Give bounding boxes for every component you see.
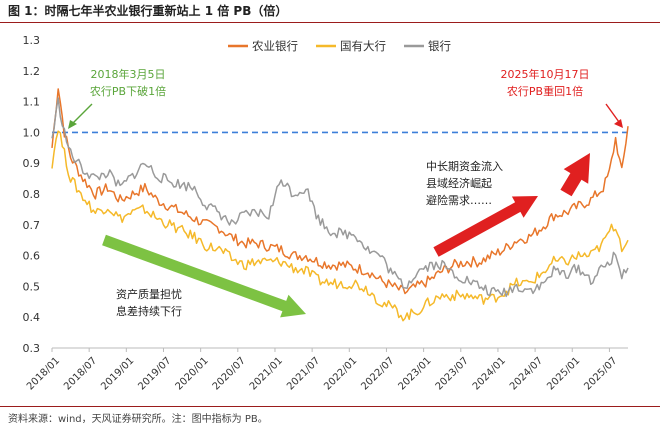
annotation-text-4: 息差持续下行 bbox=[116, 304, 182, 318]
annotation-text-2: 农行PB重回1倍 bbox=[507, 84, 583, 98]
legend-label-2: 国有大行 bbox=[340, 39, 386, 53]
x-tick-label: 2020/01 bbox=[174, 355, 211, 392]
trend-arrow-up-1 bbox=[433, 196, 538, 257]
pb-line-chart: 0.3 0.4 0.5 0.6 0.7 0.8 0.9 1.0 1.1 1.2 1.3 2018/0… bbox=[23, 34, 629, 392]
x-tick-label: 2021/07 bbox=[285, 355, 322, 392]
series-line-1 bbox=[51, 88, 629, 295]
annotation-text-1: 2018年3月5日 bbox=[91, 67, 166, 81]
x-tick-label: 2021/01 bbox=[248, 355, 285, 392]
annotation-text-1: 农行PB下破1倍 bbox=[90, 84, 166, 98]
x-tick-label: 2018/01 bbox=[25, 355, 62, 392]
y-tick-label: 0.3 bbox=[23, 342, 41, 355]
y-tick-label: 1.3 bbox=[23, 34, 41, 47]
pointer-arrow-head-2025 bbox=[614, 119, 623, 128]
pointer-arrow-2025 bbox=[605, 103, 620, 123]
y-tick-label: 0.9 bbox=[23, 157, 41, 170]
y-tick-layer: 0.3 0.4 0.5 0.6 0.7 0.8 0.9 1.0 1.1 1.2 1.3 bbox=[23, 34, 41, 355]
y-tick-label: 0.4 bbox=[23, 311, 41, 324]
annotation-text-3: 中长期资金流入 bbox=[426, 159, 503, 173]
trend-arrow-down bbox=[102, 234, 306, 318]
annotation-text-4: 资产质量担忧 bbox=[116, 287, 182, 301]
annotation-text-3: 避险需求…… bbox=[426, 193, 492, 207]
x-tick-label: 2023/07 bbox=[434, 355, 471, 392]
legend-label-3: 银行 bbox=[428, 39, 451, 53]
x-tick-layer: 2018/01 2018/07 2019/01 2019/07 2020/01 2020/… bbox=[25, 347, 628, 392]
x-tick-label: 2022/07 bbox=[359, 355, 396, 392]
y-tick-label: 1.2 bbox=[23, 65, 41, 78]
x-tick-label: 2018/07 bbox=[62, 355, 99, 392]
x-tick-label: 2025/07 bbox=[582, 355, 619, 392]
series-line-3 bbox=[51, 97, 629, 298]
source-note: 资料来源：wind，天风证券研究所。注：图中指标为 PB。 bbox=[8, 414, 268, 425]
y-tick-label: 0.5 bbox=[23, 280, 41, 293]
x-tick-label: 2023/01 bbox=[397, 355, 434, 392]
y-tick-label: 1.0 bbox=[23, 126, 41, 139]
series-layer bbox=[51, 88, 629, 322]
trend-arrow-up-2 bbox=[560, 153, 590, 197]
footer-divider bbox=[0, 406, 660, 407]
figure-title: 图 1：时隔七年半农业银行重新站上 1 倍 PB（倍） bbox=[8, 4, 288, 18]
pointer-arrow-head-2018 bbox=[68, 120, 77, 129]
annotation-text-3: 县域经济崛起 bbox=[426, 176, 492, 190]
x-tick-label: 2019/07 bbox=[136, 355, 173, 392]
y-tick-label: 0.7 bbox=[23, 219, 41, 232]
y-tick-label: 0.6 bbox=[23, 250, 41, 263]
series-line-2 bbox=[51, 130, 629, 322]
y-tick-label: 1.1 bbox=[23, 96, 41, 109]
x-tick-label: 2022/01 bbox=[322, 355, 359, 392]
legend: 农业银行 国有大行 银行 bbox=[228, 39, 451, 53]
x-tick-label: 2024/01 bbox=[471, 355, 508, 392]
legend-label-1: 农业银行 bbox=[252, 39, 298, 53]
x-tick-label: 2024/07 bbox=[508, 355, 545, 392]
x-tick-label: 2019/01 bbox=[99, 355, 136, 392]
x-tick-label: 2020/07 bbox=[211, 355, 248, 392]
y-tick-label: 0.8 bbox=[23, 188, 41, 201]
title-divider bbox=[0, 22, 660, 23]
pointer-arrow-2018 bbox=[71, 103, 93, 125]
annotation-text-2: 2025年10月17日 bbox=[501, 67, 590, 81]
x-tick-label: 2025/01 bbox=[545, 355, 582, 392]
